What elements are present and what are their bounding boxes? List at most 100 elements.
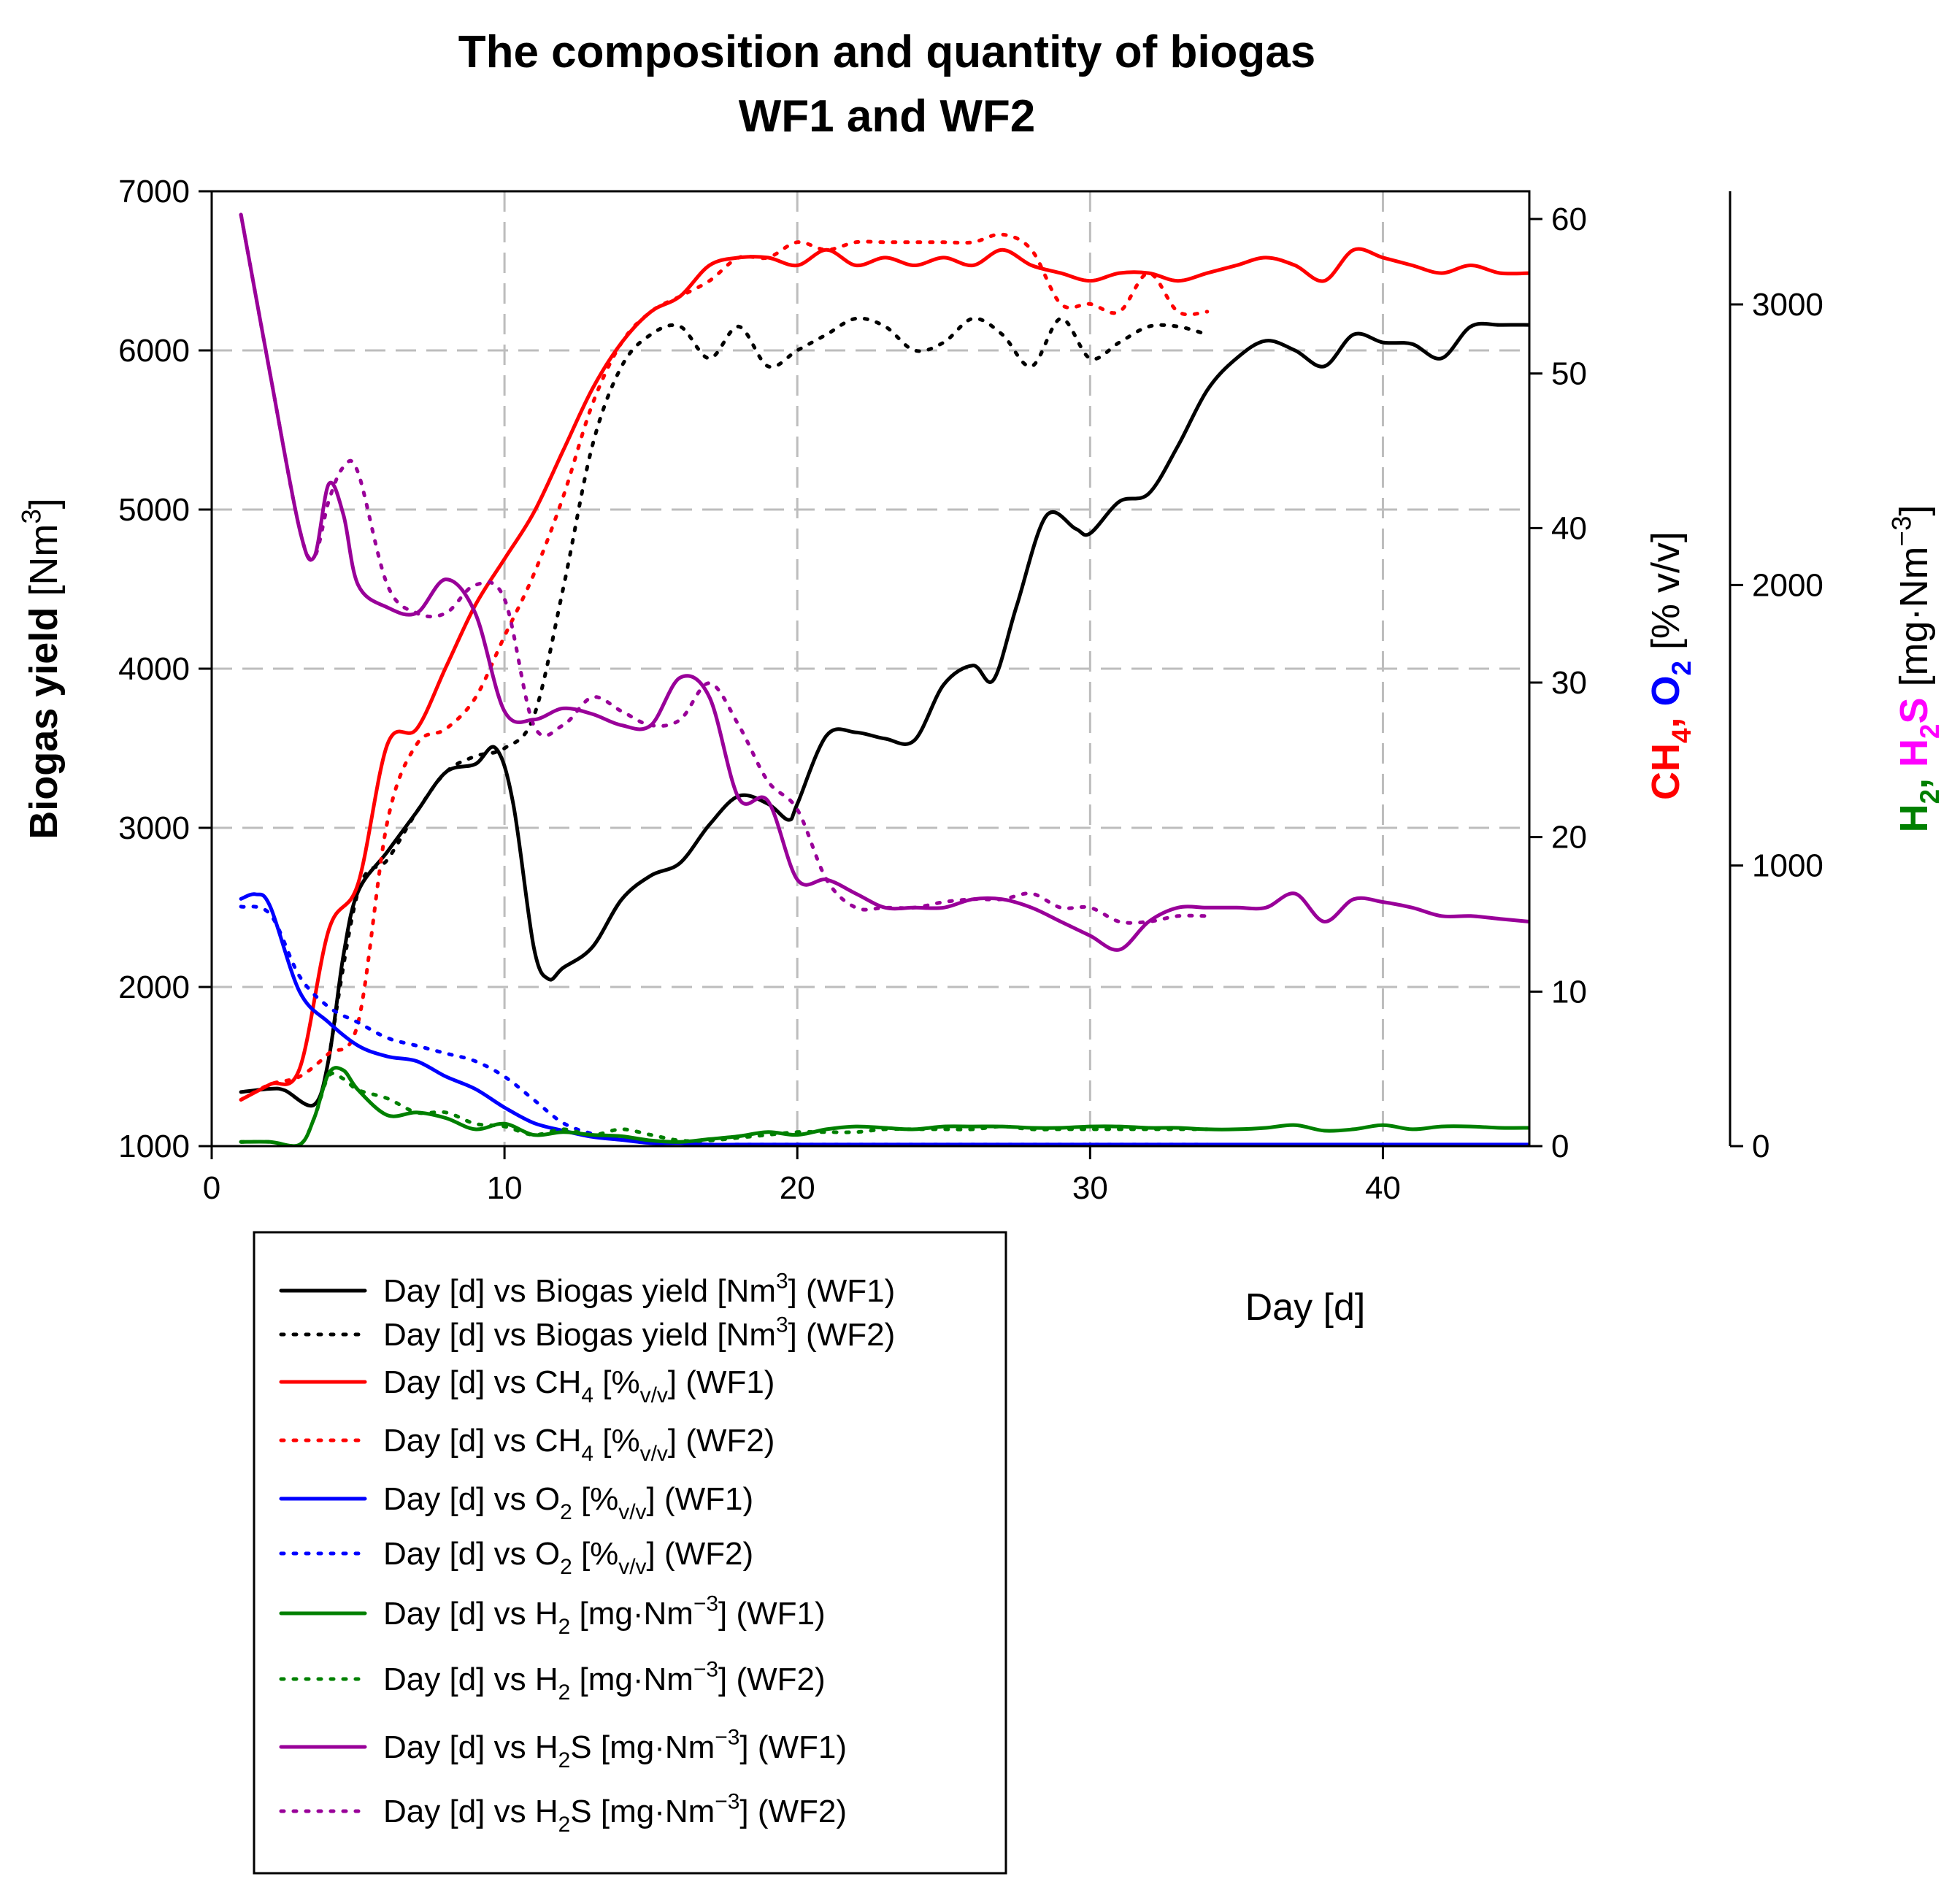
legend-entry-label-part: · — [654, 1794, 665, 1829]
legend-entry-label-part: ] (WF1) — [788, 1273, 896, 1309]
legend-entry-label-part: v/v — [640, 1442, 668, 1466]
legend-entry-label-part: ] (WF2) — [718, 1662, 826, 1697]
left-y-tick-label: 5000 — [118, 492, 190, 528]
left-y-tick-label: 7000 — [118, 174, 190, 210]
far-right-y-axis-label-part: H — [1892, 804, 1936, 832]
left-y-tick-label: 4000 — [118, 651, 190, 687]
left-y-axis-label-part: Biogas yield — [22, 607, 66, 840]
right-y-tick-label: 0 — [1551, 1129, 1569, 1164]
legend-entry-label-part: Day [d] vs H — [383, 1729, 558, 1765]
legend-entry-label-part: 3 — [776, 1313, 788, 1337]
legend-entry-label-part: [% — [572, 1481, 619, 1517]
legend-entry-label-part: Day [d] vs Biogas yield [Nm — [383, 1317, 776, 1353]
legend: Day [d] vs Biogas yield [Nm3] (WF1)Day [… — [253, 1231, 1007, 1875]
legend-entry-label-part: Day [d] vs H — [383, 1662, 558, 1697]
legend-entry-label-part: S [mg — [570, 1729, 654, 1765]
series-line-h2-wf2 — [239, 1071, 1210, 1146]
series-line-ch4-wf2 — [239, 232, 1210, 1102]
legend-entry-label-part: [% — [572, 1536, 619, 1572]
left-y-tick-label: 2000 — [118, 969, 190, 1005]
legend-entry-label-part: 4 — [581, 1383, 593, 1407]
series-line-o2-wf1 — [239, 892, 1529, 1146]
right-y-tick-label: 30 — [1551, 665, 1587, 701]
right-y-axis-label-part: CH — [1644, 743, 1688, 800]
legend-entry-label-part: [mg — [570, 1596, 633, 1632]
right-y-tick-label: 10 — [1551, 974, 1587, 1010]
legend-entry-label-part: −3 — [715, 1726, 739, 1750]
legend-entry-label-part: · — [633, 1662, 644, 1697]
legend-entry-label-part: 2 — [558, 1813, 571, 1837]
right-y-axis-label-part: 2 — [1667, 661, 1696, 675]
legend-entry-label: Day [d] vs Biogas yield [Nm3] (WF1) — [383, 1269, 895, 1309]
legend-entry-label-part: −3 — [693, 1658, 718, 1682]
legend-entry-label: Day [d] vs H2S [mg·Nm−3] (WF1) — [383, 1726, 847, 1773]
left-y-axis-label: Biogas yield [Nm3] — [16, 498, 66, 840]
series-line-o2-wf2 — [239, 904, 1210, 1146]
legend-box — [253, 1231, 1007, 1875]
series-line-ch4-wf1 — [239, 247, 1529, 1102]
legend-entry-label-part: Day [d] vs O — [383, 1536, 560, 1572]
series-line-biogas-wf2 — [326, 316, 1210, 1061]
far-right-y-axis-label-part: ] — [1892, 505, 1936, 516]
legend-entry-label-part: ] (WF1) — [739, 1729, 847, 1765]
x-tick-label: 40 — [1365, 1170, 1401, 1206]
legend-entry-label-part: ] (WF1) — [668, 1364, 775, 1400]
legend-entry-label-part: ] (WF2) — [788, 1317, 896, 1353]
legend-entry-label-part: 2 — [560, 1500, 572, 1524]
far-right-y-tick-label: 3000 — [1752, 287, 1823, 323]
legend-entry-label-part: · — [654, 1729, 665, 1765]
legend-entry-label-part: Day [d] vs H — [383, 1596, 558, 1632]
legend-entry-label-part: Nm — [644, 1596, 693, 1632]
series-line-biogas-wf1 — [239, 321, 1529, 1108]
legend-entry-label-part: ] (WF2) — [739, 1794, 847, 1829]
x-axis-label: Day [d] — [1245, 1286, 1366, 1329]
x-tick-label: 10 — [487, 1170, 523, 1206]
far-right-y-axis-label-part: [mg — [1892, 621, 1936, 697]
legend-entry-label-part: 2 — [558, 1748, 571, 1772]
right-y-axis-label-part: 4 — [1667, 728, 1696, 743]
far-right-y-tick-label: 1000 — [1752, 848, 1823, 884]
chart-title-line-2: WF1 and WF2 — [739, 91, 1035, 142]
legend-entry-label-part: S [mg — [570, 1794, 654, 1829]
far-right-y-axis-label: H2, H2S [mg·Nm−3] — [1886, 505, 1945, 833]
legend-entry-label-part: v/v — [640, 1383, 668, 1407]
series-line-h2s-wf1 — [239, 212, 1529, 952]
far-right-y-axis-label-part: · — [1892, 607, 1936, 621]
legend-entry-label: Day [d] vs H2 [mg·Nm−3] (WF2) — [383, 1658, 826, 1705]
legend-entry-label-part: 2 — [558, 1615, 571, 1639]
far-right-y-tick-label: 2000 — [1752, 567, 1823, 603]
x-tick-label: 30 — [1072, 1170, 1108, 1206]
right-y-tick-label: 40 — [1551, 510, 1587, 546]
legend-entry-label-part: −3 — [715, 1790, 739, 1814]
chart-text: The composition and quantity of biogas W… — [16, 27, 1945, 1329]
legend-entry-label-part: · — [633, 1596, 644, 1632]
far-right-y-axis-label-part: H — [1892, 739, 1936, 767]
right-y-tick-label: 50 — [1551, 356, 1587, 392]
right-y-axis-label: CH4, O2 [% v/v] — [1644, 531, 1696, 800]
left-y-tick-label: 3000 — [118, 810, 190, 846]
legend-entry-label-part: ] (WF2) — [647, 1536, 754, 1572]
legend-entry-label-part: v/v — [618, 1555, 646, 1579]
legend-entry-label-part: ] (WF2) — [668, 1423, 775, 1459]
x-tick-label: 0 — [203, 1170, 220, 1206]
legend-entry-label-part: 4 — [581, 1442, 593, 1466]
legend-entry-label: Day [d] vs O2 [%v/v] (WF2) — [383, 1536, 753, 1579]
series-lines — [239, 212, 1529, 1146]
left-y-axis-label-part: [Nm — [22, 524, 66, 607]
grid — [212, 191, 1529, 1146]
legend-entry-label-part: ] (WF1) — [647, 1481, 754, 1517]
legend-entry-label-part: 2 — [558, 1680, 571, 1705]
legend-entry-label-part: v/v — [618, 1500, 646, 1524]
chart-title-line-1: The composition and quantity of biogas — [458, 27, 1316, 77]
far-right-y-tick-label: 0 — [1752, 1129, 1769, 1164]
x-tick-label: 20 — [780, 1170, 815, 1206]
legend-entry-label-part: Nm — [665, 1729, 715, 1765]
legend-entry-label: Day [d] vs H2S [mg·Nm−3] (WF2) — [383, 1790, 847, 1837]
legend-entry-label: Day [d] vs CH4 [%v/v] (WF1) — [383, 1364, 775, 1407]
left-y-tick-label: 1000 — [118, 1129, 190, 1164]
legend-entry-label-part: Day [d] vs Biogas yield [Nm — [383, 1273, 776, 1309]
far-right-y-axis-label-part: Nm — [1892, 547, 1936, 608]
legend-entry-label: Day [d] vs H2 [mg·Nm−3] (WF1) — [383, 1592, 826, 1640]
axes — [199, 190, 1743, 1159]
